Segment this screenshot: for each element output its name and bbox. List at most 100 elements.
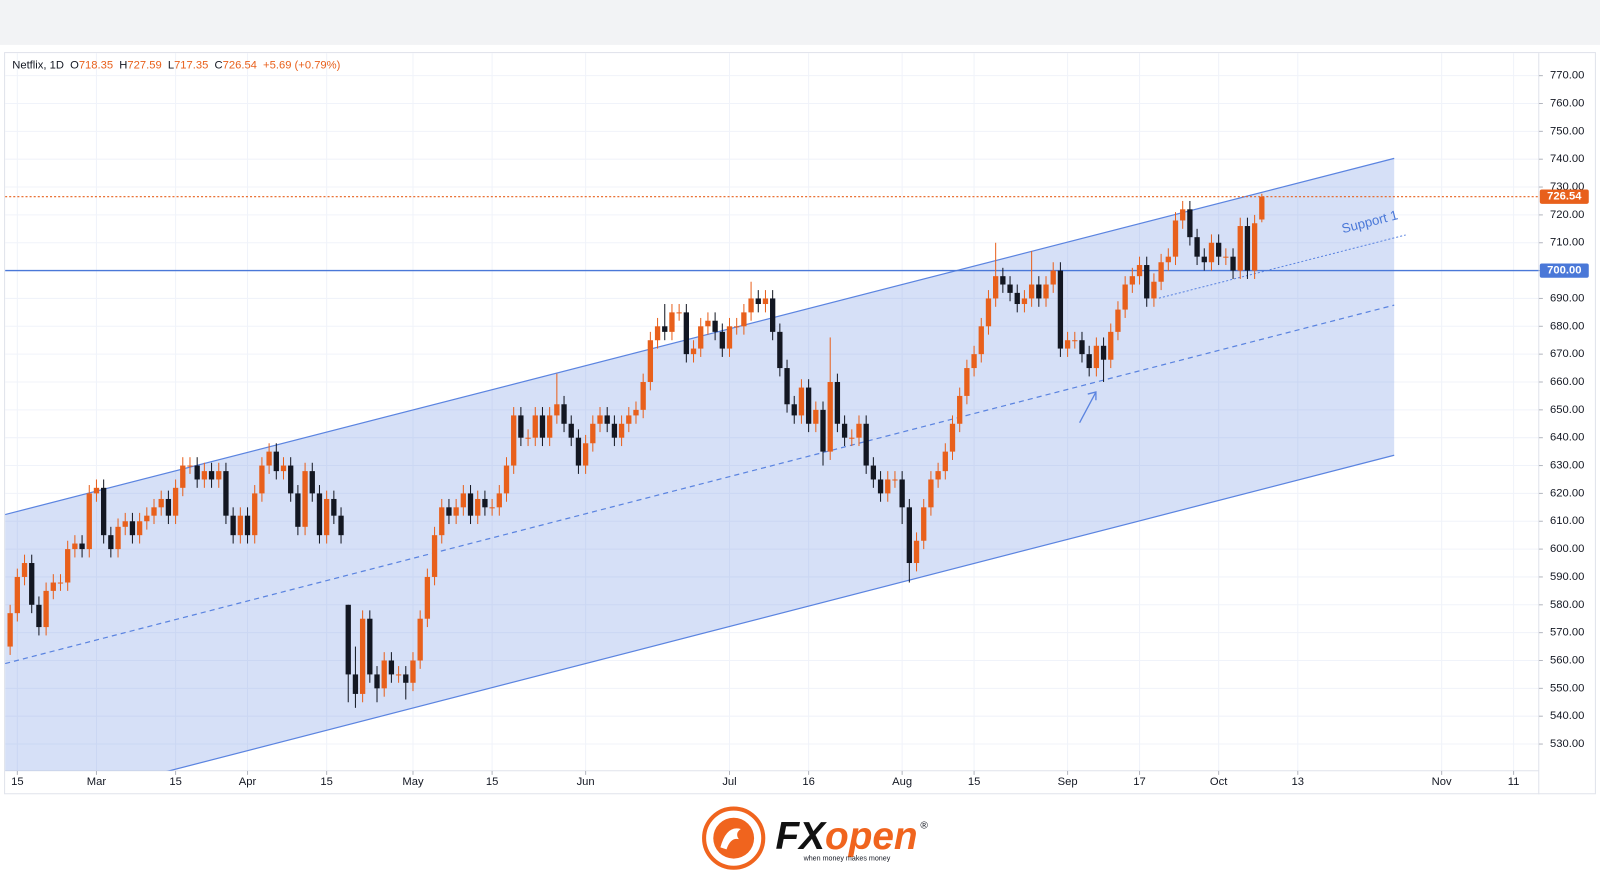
candle-body bbox=[597, 415, 603, 424]
candle-body bbox=[683, 312, 689, 355]
x-tick-label: Nov bbox=[1432, 776, 1452, 788]
candle-body bbox=[187, 465, 193, 467]
candle-body bbox=[856, 423, 862, 438]
candle-body bbox=[1079, 340, 1085, 355]
candle-body bbox=[309, 471, 315, 494]
candle-body bbox=[1216, 242, 1222, 257]
candle-body bbox=[849, 437, 855, 439]
candle-body bbox=[892, 479, 898, 481]
x-tick-label: 15 bbox=[11, 776, 23, 788]
candle-body bbox=[403, 674, 409, 683]
chart-frame bbox=[4, 52, 1596, 795]
y-tick-label: 540.00 bbox=[1550, 710, 1584, 722]
candle-body bbox=[1237, 226, 1243, 271]
candle-body bbox=[1050, 270, 1056, 285]
x-tick-label: 16 bbox=[802, 776, 814, 788]
candle-body bbox=[712, 320, 718, 332]
ohlc-letter: L bbox=[168, 59, 174, 71]
y-tick-label: 650.00 bbox=[1550, 404, 1584, 416]
candle-body bbox=[964, 368, 970, 396]
candle-body bbox=[1136, 265, 1143, 277]
candle-body bbox=[316, 493, 323, 536]
candle-body bbox=[1021, 298, 1028, 305]
x-tick-label: 11 bbox=[1508, 776, 1520, 788]
candle-body bbox=[798, 387, 805, 416]
ohlc-value: 727.59 bbox=[127, 59, 161, 71]
candle-body bbox=[1230, 256, 1236, 271]
candle-body bbox=[1093, 345, 1100, 369]
candle-body bbox=[108, 535, 114, 550]
y-tick-label: 670.00 bbox=[1550, 348, 1584, 360]
candle-body bbox=[913, 540, 920, 564]
candle-body bbox=[115, 526, 121, 550]
x-tick-label: 15 bbox=[486, 776, 498, 788]
candle-body bbox=[467, 493, 474, 516]
candle-body bbox=[770, 298, 776, 332]
change: +5.69 (+0.79%) bbox=[263, 59, 341, 71]
candle-body bbox=[201, 471, 208, 480]
candle-body bbox=[223, 471, 229, 516]
candle-body bbox=[29, 563, 35, 605]
arrow-head bbox=[1087, 391, 1097, 401]
candle-body bbox=[1180, 209, 1186, 221]
candle-body bbox=[165, 498, 172, 516]
brand-logo: FXopen ® when money makes money bbox=[702, 806, 928, 870]
candle-body bbox=[935, 471, 941, 480]
candle-body bbox=[208, 471, 215, 480]
candle-body bbox=[345, 604, 351, 675]
y-tick-label: 600.00 bbox=[1550, 543, 1584, 555]
ohlc-letter: C bbox=[215, 59, 223, 71]
candle-body bbox=[698, 326, 704, 349]
ohlc-letter: H bbox=[119, 59, 127, 71]
x-tick-label: Jul bbox=[722, 776, 736, 788]
x-tick-label: May bbox=[402, 776, 424, 788]
x-tick-label: Apr bbox=[239, 776, 257, 788]
y-tick-label: 680.00 bbox=[1550, 320, 1584, 332]
candle-body bbox=[439, 507, 445, 536]
top-band bbox=[0, 0, 1600, 45]
x-tick-label: Oct bbox=[1210, 776, 1228, 788]
x-tick-label: 15 bbox=[320, 776, 332, 788]
candle-body bbox=[568, 423, 574, 438]
candle-body bbox=[1000, 276, 1006, 285]
candle-body bbox=[388, 660, 395, 675]
logo-lion bbox=[720, 828, 741, 850]
candle-body bbox=[266, 451, 272, 466]
candle-body bbox=[1151, 281, 1157, 299]
candle-body bbox=[475, 498, 481, 516]
candle-body bbox=[1043, 284, 1049, 299]
candle-body bbox=[547, 415, 553, 438]
candle-body bbox=[237, 515, 243, 536]
ohlc-value: 718.35 bbox=[79, 59, 113, 71]
candle-body bbox=[180, 465, 186, 488]
candle-body bbox=[259, 465, 265, 494]
candle-body bbox=[834, 381, 841, 424]
candle-body bbox=[496, 493, 502, 508]
candle-body bbox=[295, 493, 301, 527]
candle-body bbox=[194, 465, 200, 480]
candle-body bbox=[252, 493, 258, 536]
candle-body bbox=[1244, 226, 1251, 271]
channel-line bbox=[166, 454, 1395, 771]
candle-body bbox=[899, 479, 905, 508]
channel-line bbox=[5, 304, 1395, 665]
candle-body bbox=[633, 409, 639, 416]
candle-body bbox=[1036, 284, 1042, 299]
candle-body bbox=[1223, 256, 1229, 258]
candle-body bbox=[561, 404, 567, 424]
brand-registered: ® bbox=[920, 821, 928, 832]
candle-body bbox=[151, 507, 157, 516]
candle-body bbox=[993, 276, 999, 299]
candle-body bbox=[338, 515, 344, 536]
candle-body bbox=[36, 604, 42, 628]
candle-body bbox=[367, 618, 373, 675]
candle-body bbox=[985, 298, 992, 327]
y-tick-label: 610.00 bbox=[1550, 515, 1584, 527]
candle-body bbox=[611, 423, 618, 438]
candle-body bbox=[525, 437, 531, 439]
candle-body bbox=[863, 423, 869, 466]
candle-body bbox=[424, 576, 431, 619]
candle-body bbox=[410, 660, 416, 683]
candle-body bbox=[1158, 262, 1164, 282]
